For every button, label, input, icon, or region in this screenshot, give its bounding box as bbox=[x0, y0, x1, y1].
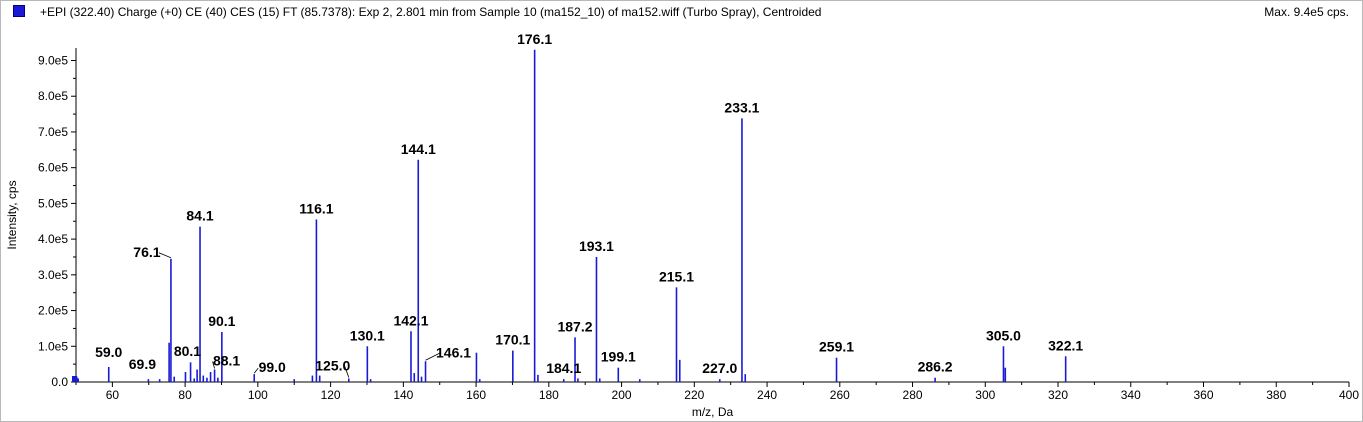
peak-label: 227.0 bbox=[702, 360, 737, 376]
origin-marker bbox=[72, 376, 77, 382]
peak-label: 69.9 bbox=[129, 356, 156, 372]
peak-label: 286.2 bbox=[918, 359, 953, 375]
y-tick-label: 8.0e5 bbox=[38, 89, 68, 103]
axes: 60 80 100 120 140 160 180 200 220 240 260 280 300 320… bbox=[38, 48, 1359, 402]
x-tick-label: 80 bbox=[178, 388, 192, 402]
y-tick-label: 2.0e5 bbox=[38, 304, 68, 318]
x-tick-label: 240 bbox=[757, 388, 777, 402]
chart-header: +EPI (322.40) Charge (+0) CE (40) CES (1… bbox=[0, 0, 1363, 26]
x-tick-label: 400 bbox=[1339, 388, 1359, 402]
chart-title: +EPI (322.40) Charge (+0) CE (40) CES (1… bbox=[40, 5, 822, 19]
y-tick-label: 5.0e5 bbox=[38, 196, 68, 210]
max-intensity-label: Max. 9.4e5 cps. bbox=[1264, 5, 1349, 19]
x-tick-label: 360 bbox=[1193, 388, 1213, 402]
peak-label: 193.1 bbox=[579, 238, 614, 254]
peak-label: 59.0 bbox=[95, 344, 122, 360]
x-tick-label: 160 bbox=[466, 388, 486, 402]
x-tick-label: 380 bbox=[1266, 388, 1286, 402]
peak-label: 142.1 bbox=[393, 312, 428, 328]
x-tick-label: 280 bbox=[903, 388, 923, 402]
y-axis-title: Intensity, cps bbox=[5, 180, 19, 249]
peak-label-leader bbox=[253, 367, 259, 374]
peak-label: 322.1 bbox=[1048, 337, 1083, 353]
peak-label: 130.1 bbox=[350, 327, 385, 343]
peak-label: 184.1 bbox=[546, 360, 581, 376]
x-tick-label: 140 bbox=[393, 388, 413, 402]
y-tick-label: 7.0e5 bbox=[38, 125, 68, 139]
peak-label: 76.1 bbox=[133, 244, 160, 260]
x-tick-label: 120 bbox=[321, 388, 341, 402]
x-tick-label: 320 bbox=[1048, 388, 1068, 402]
x-tick-label: 180 bbox=[539, 388, 559, 402]
y-tick-label: 6.0e5 bbox=[38, 161, 68, 175]
peak-series bbox=[72, 49, 1067, 382]
x-axis-title: m/z, Da bbox=[692, 405, 734, 419]
peak-label: 80.1 bbox=[174, 343, 201, 359]
series-legend-swatch bbox=[13, 5, 25, 17]
peak-label: 233.1 bbox=[724, 99, 759, 115]
peak-label: 170.1 bbox=[495, 332, 530, 348]
x-tick-label: 300 bbox=[975, 388, 995, 402]
y-tick-label: 9.0e5 bbox=[38, 54, 68, 68]
peak-label-leader bbox=[212, 361, 215, 369]
peak-label: 146.1 bbox=[436, 344, 471, 360]
x-tick-label: 100 bbox=[248, 388, 268, 402]
peak-label: 187.2 bbox=[557, 318, 592, 334]
peak-labels: 59.0 69.9 76.1 80.1 84.1 88.1 90.1 99.0 116.1 125… bbox=[95, 31, 1083, 378]
y-tick-label: 0.0 bbox=[51, 375, 68, 389]
peak-label-leader bbox=[425, 352, 440, 361]
x-tick-label: 260 bbox=[830, 388, 850, 402]
peak-label: 125.0 bbox=[315, 357, 350, 373]
peak-label-leader bbox=[344, 366, 350, 378]
x-tick-label: 220 bbox=[684, 388, 704, 402]
peak-label-leader bbox=[158, 252, 172, 259]
peak-label: 90.1 bbox=[208, 313, 235, 329]
y-tick-label: 1.0e5 bbox=[38, 339, 68, 353]
peak-label: 88.1 bbox=[213, 352, 240, 368]
x-tick-label: 340 bbox=[1121, 388, 1141, 402]
peak-label: 144.1 bbox=[401, 141, 436, 157]
peak-label: 84.1 bbox=[186, 208, 213, 224]
peak-label: 305.0 bbox=[986, 327, 1021, 343]
peak-label: 176.1 bbox=[517, 31, 552, 47]
peak-label: 116.1 bbox=[299, 200, 333, 216]
peak-label: 215.1 bbox=[659, 268, 694, 284]
peak-label: 259.1 bbox=[819, 339, 854, 355]
x-tick-label: 200 bbox=[612, 388, 632, 402]
peak-label: 99.0 bbox=[259, 359, 286, 375]
y-tick-label: 3.0e5 bbox=[38, 268, 68, 282]
x-tick-label: 60 bbox=[106, 388, 120, 402]
peak-label: 199.1 bbox=[601, 349, 636, 365]
y-tick-label: 4.0e5 bbox=[38, 232, 68, 246]
